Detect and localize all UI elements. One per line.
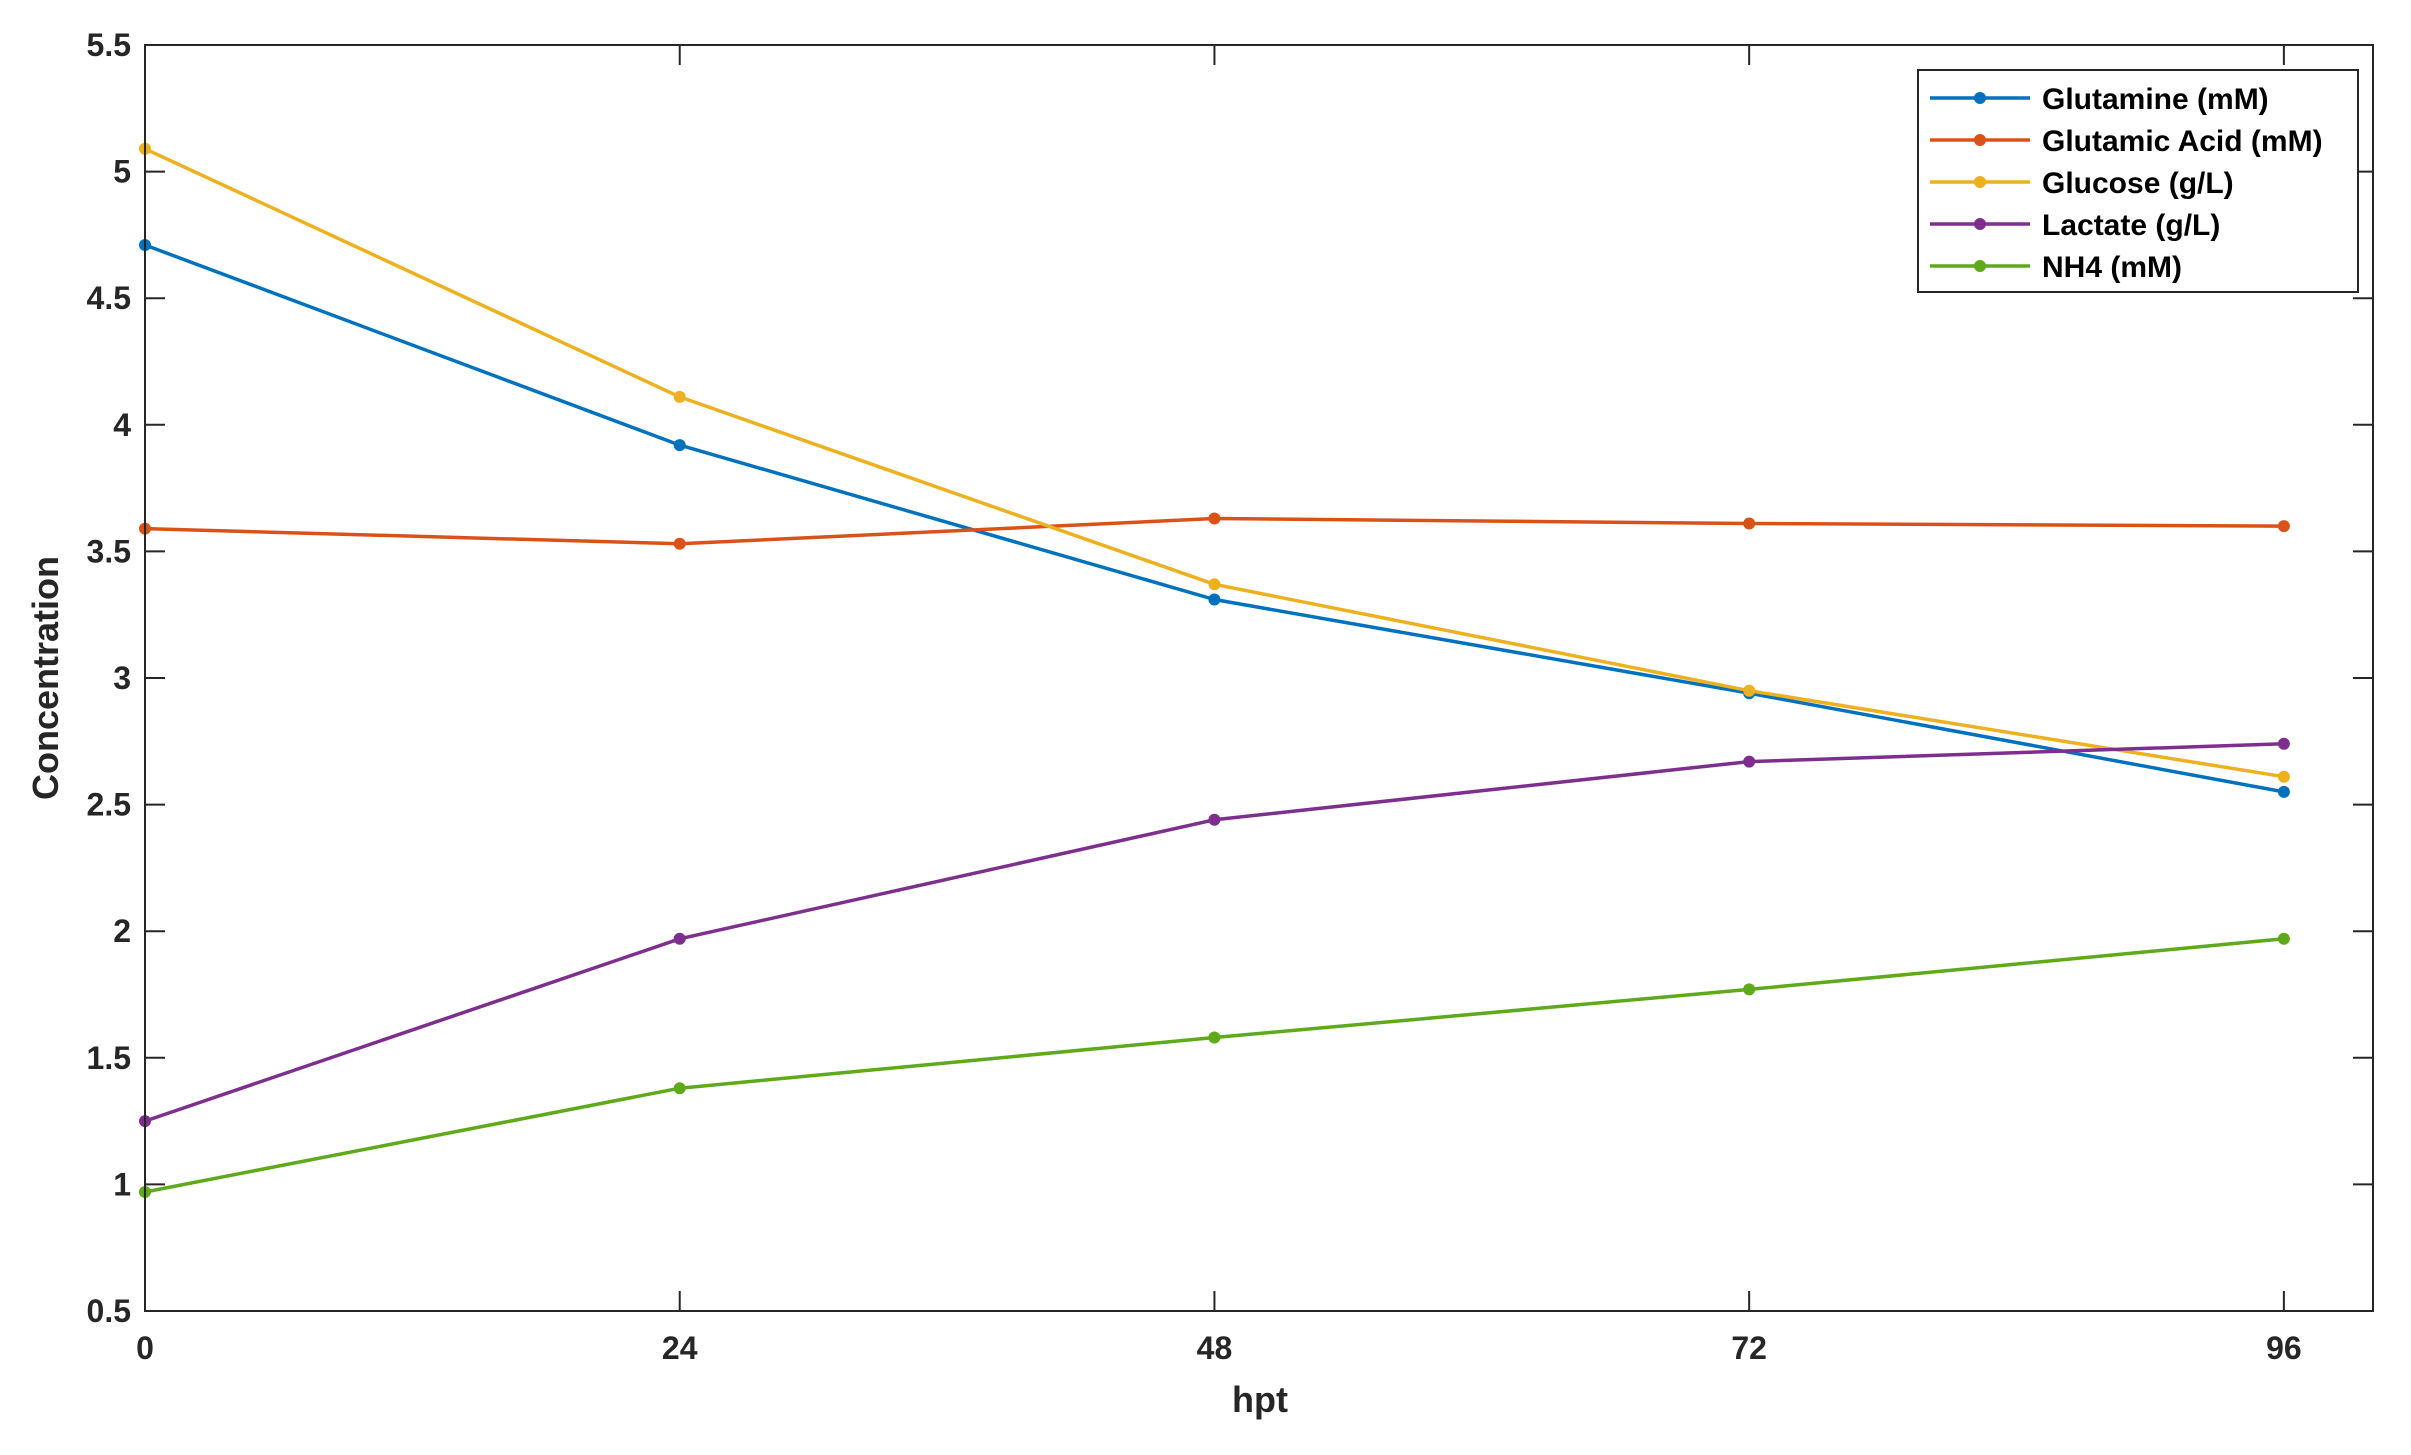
- legend-entry-label: Glutamic Acid (mM): [2042, 125, 2323, 158]
- y-tick-label: 3: [113, 660, 131, 696]
- legend-marker-2: [1974, 176, 1986, 188]
- data-point-2-1: [673, 390, 686, 403]
- legend-entry-label: Glucose (g/L): [2042, 167, 2234, 200]
- x-axis-label: hpt: [1232, 1379, 1288, 1420]
- data-point-3-4: [2277, 737, 2290, 750]
- x-tick-label: 0: [136, 1330, 154, 1366]
- x-tick-label: 72: [1731, 1330, 1767, 1366]
- y-axis-label: Concentration: [25, 556, 66, 800]
- data-point-2-4: [2277, 770, 2290, 783]
- legend-marker-1: [1974, 134, 1986, 146]
- data-point-1-1: [673, 537, 686, 550]
- data-point-1-4: [2277, 520, 2290, 533]
- y-tick-label: 3.5: [87, 533, 131, 569]
- data-point-2-3: [1743, 684, 1756, 697]
- y-tick-label: 2.5: [87, 787, 131, 823]
- data-point-1-3: [1743, 517, 1756, 530]
- data-point-4-4: [2277, 932, 2290, 945]
- data-point-4-2: [1208, 1031, 1221, 1044]
- data-point-3-1: [673, 932, 686, 945]
- y-tick-label: 5: [113, 154, 131, 190]
- data-point-1-2: [1208, 512, 1221, 525]
- legend-marker-0: [1974, 92, 1986, 104]
- x-tick-label: 48: [1197, 1330, 1233, 1366]
- axes-layer: 0.5 1 1.5 2 2.5 3 3.5 4 4.5 5 5.5 0 24 48 72 96: [87, 27, 2374, 1366]
- x-tick-label: 24: [662, 1330, 698, 1366]
- data-point-0-2: [1208, 593, 1221, 606]
- y-tick-label: 5.5: [87, 27, 131, 63]
- y-tick-label: 1: [113, 1166, 131, 1202]
- legend: Glutamine (mM) Glutamic Acid (mM) Glucose …: [1917, 69, 2359, 293]
- data-point-3-3: [1743, 755, 1756, 768]
- data-point-4-1: [673, 1082, 686, 1095]
- legend-entry-label: Lactate (g/L): [2042, 209, 2220, 242]
- data-point-0-1: [673, 439, 686, 452]
- y-tick-label: 1.5: [87, 1040, 131, 1076]
- legend-marker-3: [1974, 218, 1986, 230]
- data-point-4-3: [1743, 983, 1756, 996]
- legend-entry-label: Glutamine (mM): [2042, 83, 2269, 116]
- y-tick-label: 2: [113, 913, 131, 949]
- data-point-3-2: [1208, 813, 1221, 826]
- data-point-2-2: [1208, 578, 1221, 591]
- legend-marker-4: [1974, 260, 1986, 272]
- y-tick-label: 0.5: [87, 1293, 131, 1329]
- legend-entry-label: NH4 (mM): [2042, 251, 2182, 284]
- y-tick-label: 4: [113, 407, 131, 443]
- x-tick-label: 96: [2266, 1330, 2302, 1366]
- data-point-0-4: [2277, 785, 2290, 798]
- y-tick-label: 4.5: [87, 280, 131, 316]
